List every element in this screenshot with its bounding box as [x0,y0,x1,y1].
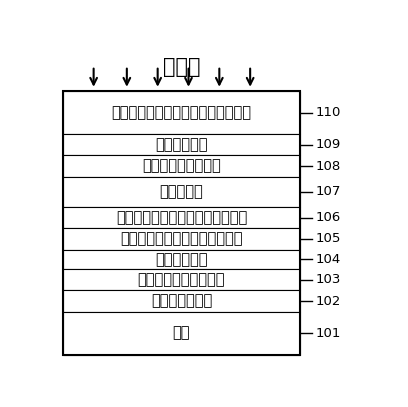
Text: 受主掺杂层: 受主掺杂层 [160,184,203,199]
Text: 较大禁带宽度材料的非故意掺杂层: 较大禁带宽度材料的非故意掺杂层 [116,210,247,225]
Text: 106: 106 [315,211,341,224]
Text: 110: 110 [315,106,341,119]
Bar [63,155,300,177]
Text: 107: 107 [315,185,341,198]
Text: 102: 102 [315,295,341,308]
Bar [63,312,300,354]
Text: 入射光: 入射光 [163,57,200,77]
Text: 101: 101 [315,327,341,339]
Text: 合金组分渐变: 合金组分渐变 [155,137,208,152]
Bar [63,269,300,290]
Text: 105: 105 [315,232,341,245]
Bar [63,91,300,134]
Bar [63,91,300,354]
Text: 非故意掺杂光吸收层: 非故意掺杂光吸收层 [142,159,221,174]
Text: 较大禁带宽度材料的施主掺杂层: 较大禁带宽度材料的施主掺杂层 [120,232,243,246]
Text: 较大禁带宽度材料的施主掺杂窗口层: 较大禁带宽度材料的施主掺杂窗口层 [111,105,251,120]
Text: 衬底: 衬底 [173,326,190,341]
Bar [63,177,300,207]
Text: 103: 103 [315,273,341,286]
Text: 合金组分渐变: 合金组分渐变 [155,252,208,267]
Bar [63,207,300,228]
Bar [63,134,300,155]
Text: 108: 108 [315,160,341,173]
Bar [63,290,300,312]
Text: 施主重掺杂欧姆接触层: 施主重掺杂欧姆接触层 [137,272,225,287]
Bar [63,249,300,269]
Bar [63,228,300,249]
Text: 104: 104 [315,253,341,266]
Text: 109: 109 [315,138,341,151]
Text: 缓冲层或过渡层: 缓冲层或过渡层 [151,293,212,309]
